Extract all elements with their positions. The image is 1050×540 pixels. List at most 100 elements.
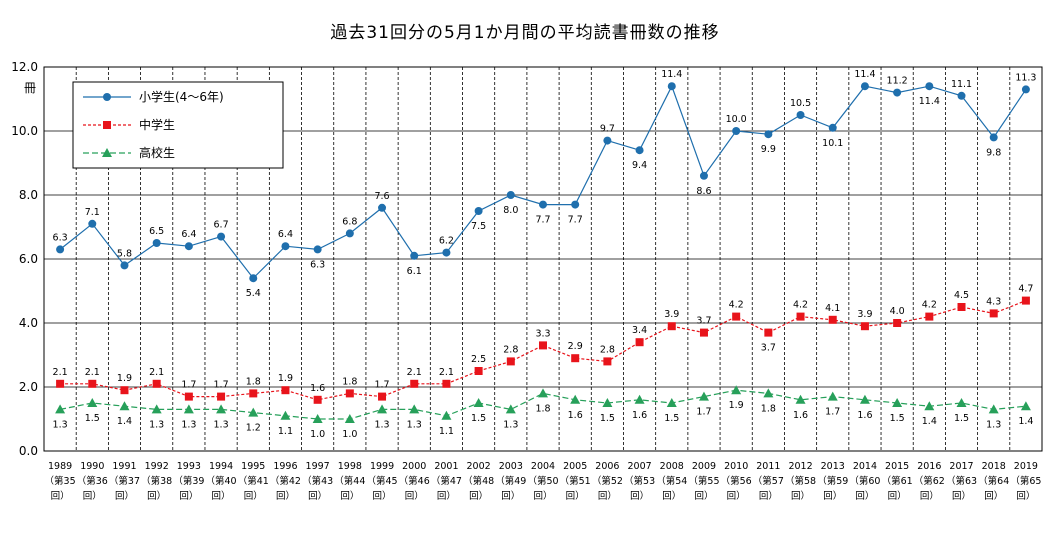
data-label: 2.1 bbox=[85, 367, 100, 378]
data-point bbox=[827, 391, 838, 401]
y-tick-label: 10.0 bbox=[11, 124, 38, 138]
data-point bbox=[120, 261, 129, 270]
y-tick-label: 8.0 bbox=[19, 188, 38, 202]
data-label: 6.7 bbox=[214, 220, 229, 231]
data-point bbox=[859, 394, 870, 404]
legend-swatch-marker bbox=[103, 93, 111, 101]
data-label: 11.4 bbox=[854, 69, 875, 80]
data-point bbox=[539, 200, 547, 209]
data-label: 2.1 bbox=[53, 367, 68, 378]
x-tick-label: 2002 bbox=[467, 461, 491, 472]
x-tick-label: 1995 bbox=[241, 461, 265, 472]
x-tick-sublabel: （第58 bbox=[785, 475, 816, 487]
x-tick-label: 1997 bbox=[306, 461, 330, 472]
data-point bbox=[505, 404, 516, 414]
data-label: 1.3 bbox=[374, 419, 389, 430]
data-point bbox=[893, 319, 902, 327]
data-label: 1.5 bbox=[600, 413, 615, 424]
data-point bbox=[56, 245, 65, 254]
x-tick-sublabel-2: 回） bbox=[759, 490, 778, 502]
x-tick-sublabel: （第49 bbox=[495, 475, 526, 487]
data-point bbox=[184, 242, 193, 251]
data-label: 1.9 bbox=[117, 373, 132, 384]
x-tick-label: 2006 bbox=[595, 461, 619, 472]
data-point bbox=[313, 245, 322, 254]
data-label: 3.7 bbox=[761, 343, 776, 354]
data-point bbox=[441, 410, 452, 420]
x-tick-label: 2008 bbox=[660, 461, 684, 472]
data-label: 4.3 bbox=[986, 296, 1001, 307]
plot-frame bbox=[43, 66, 1043, 452]
data-point bbox=[666, 398, 677, 407]
legend-item: 小学生(4～6年) bbox=[83, 89, 224, 104]
data-point bbox=[539, 341, 547, 350]
x-tick-sublabel-2: 回） bbox=[791, 490, 810, 502]
data-point bbox=[796, 312, 805, 321]
x-tick-label: 2003 bbox=[499, 461, 523, 472]
series-3 bbox=[55, 385, 1031, 423]
x-tick-sublabel-2: 回） bbox=[1016, 490, 1035, 502]
data-point bbox=[88, 219, 97, 228]
x-tick-label: 2000 bbox=[402, 461, 426, 472]
data-label: 8.0 bbox=[503, 205, 518, 216]
x-tick-label: 2007 bbox=[627, 461, 651, 472]
data-point bbox=[473, 398, 484, 407]
data-label: 2.1 bbox=[149, 367, 164, 378]
data-label: 1.9 bbox=[729, 400, 744, 411]
data-point bbox=[957, 91, 966, 100]
data-point bbox=[924, 401, 935, 411]
x-tick-sublabel-2: 回） bbox=[630, 490, 649, 502]
data-label: 1.4 bbox=[117, 416, 132, 427]
data-point bbox=[56, 379, 65, 388]
data-point bbox=[281, 386, 290, 395]
data-label: 1.1 bbox=[439, 426, 454, 437]
data-point bbox=[602, 398, 613, 407]
x-tick-sublabel: （第52 bbox=[592, 475, 623, 487]
x-tick-sublabel: （第43 bbox=[302, 475, 333, 487]
data-label: 3.7 bbox=[696, 316, 711, 327]
data-label: 1.6 bbox=[310, 383, 325, 394]
x-tick-sublabel: （第63 bbox=[946, 475, 977, 487]
data-label: 4.2 bbox=[922, 300, 937, 311]
axis-layer: 0.0 2.0 4.0 6.0 8.0 10.0 12.0 冊 1989 （第35 回） 1990 （第… bbox=[11, 60, 1041, 502]
data-label: 1.3 bbox=[53, 419, 68, 430]
x-tick-label: 1991 bbox=[112, 461, 136, 472]
legend-item: 高校生 bbox=[83, 145, 175, 160]
data-label: 1.6 bbox=[793, 410, 808, 421]
y-tick-label: 2.0 bbox=[19, 380, 38, 394]
x-tick-label: 2019 bbox=[1014, 461, 1038, 472]
data-label: 10.0 bbox=[726, 114, 747, 125]
y-tick-label: 4.0 bbox=[19, 316, 38, 330]
x-tick-sublabel: （第65 bbox=[1010, 475, 1041, 487]
data-label: 10.5 bbox=[790, 98, 811, 109]
data-label: 4.7 bbox=[1018, 284, 1033, 295]
data-point bbox=[732, 127, 741, 135]
x-tick-label: 1993 bbox=[177, 461, 201, 472]
data-label: 3.4 bbox=[632, 325, 647, 336]
x-tick-sublabel: （第42 bbox=[270, 475, 301, 487]
data-label: 4.2 bbox=[729, 300, 744, 311]
x-tick-sublabel: （第41 bbox=[238, 475, 269, 487]
x-tick-sublabel: （第56 bbox=[721, 475, 752, 487]
x-tick-label: 1989 bbox=[48, 461, 72, 472]
data-label: 2.8 bbox=[503, 344, 518, 355]
data-point bbox=[119, 401, 130, 411]
x-tick-label: 2016 bbox=[917, 461, 941, 472]
data-point bbox=[892, 398, 903, 407]
data-point bbox=[281, 242, 290, 251]
data-point bbox=[474, 367, 483, 375]
data-label: 6.3 bbox=[53, 232, 68, 243]
data-point bbox=[699, 171, 708, 180]
legend-item: 中学生 bbox=[83, 117, 175, 132]
data-label: 1.6 bbox=[568, 410, 583, 421]
x-tick-sublabel-2: 回） bbox=[984, 490, 1003, 502]
x-tick-sublabel-2: 回） bbox=[179, 490, 198, 502]
x-tick-label: 1994 bbox=[209, 461, 233, 472]
x-tick-sublabel: （第53 bbox=[624, 475, 655, 487]
data-label: 1.3 bbox=[503, 419, 518, 430]
data-point bbox=[183, 404, 194, 414]
legend-label: 中学生 bbox=[139, 117, 175, 132]
data-point bbox=[828, 315, 837, 324]
data-label: 11.2 bbox=[887, 76, 908, 87]
